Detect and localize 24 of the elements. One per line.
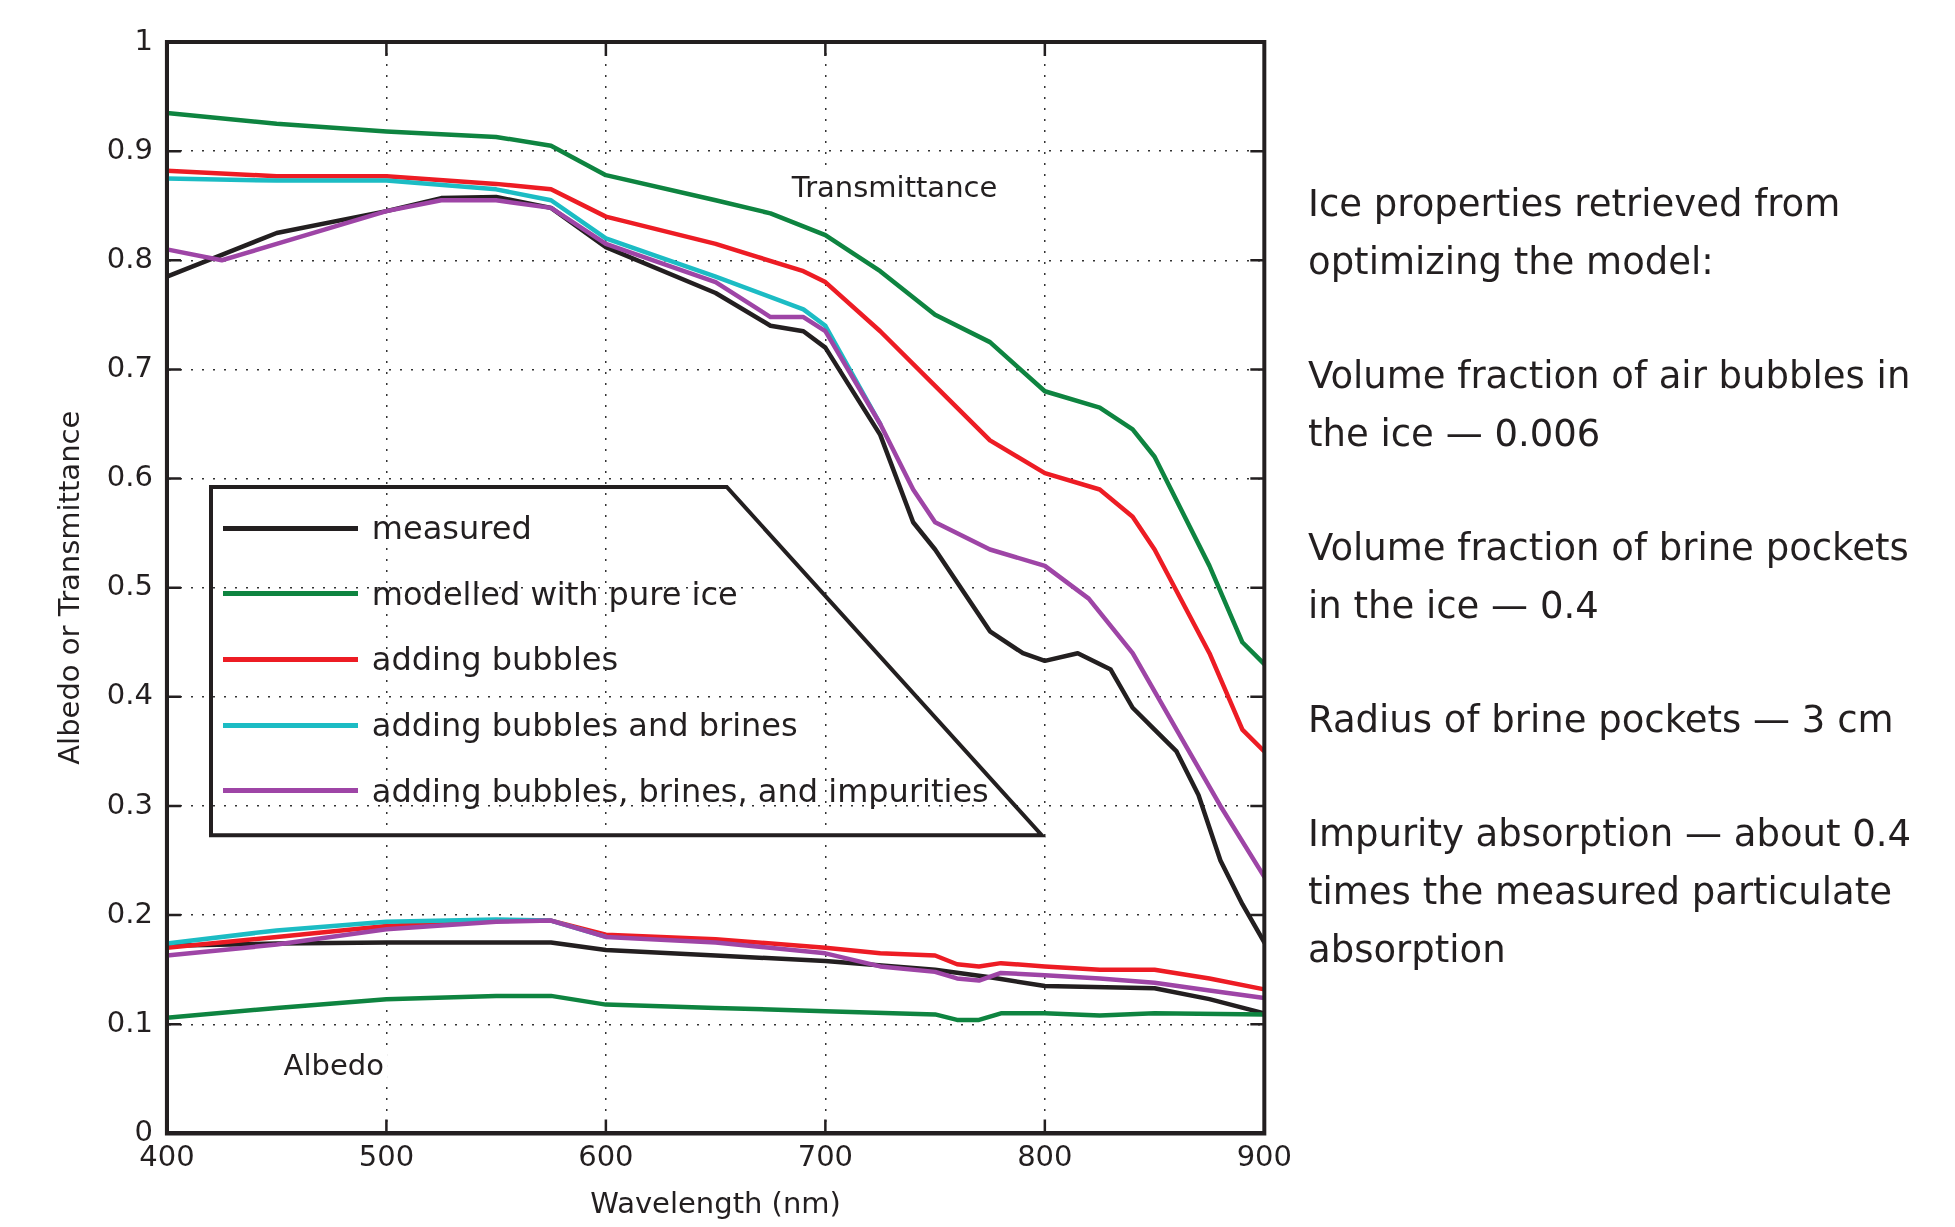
annotation: Transmittance [790,169,998,204]
text: Ice properties retrieved from optimizing the model: [1308,181,1842,285]
y-tick-label: 0.4 [106,677,153,712]
x-tick-label: 800 [1017,1139,1073,1174]
text: Volume fraction of air bubbles in the ice — 0.006 [1308,353,1912,457]
y-tick-label: 0.7 [106,349,153,384]
x-tick-label: 600 [578,1139,634,1174]
y-tick-label: 1 [134,22,153,57]
y-tick-label: 0.6 [106,459,153,494]
y-tick-label: 0.8 [106,240,153,275]
x-tick-label: 900 [1236,1139,1292,1174]
y-tick-label: 0.9 [106,131,153,166]
y-tick-label: 0.1 [106,1004,153,1039]
y-tick-label: 0.3 [106,786,153,821]
y-tick-label: 0.5 [106,568,153,603]
text: Volume fraction of brine pockets in the ice — 0.4 [1308,525,1910,629]
x-tick-label: 500 [358,1139,415,1174]
x-axis-title: Wavelength (nm) [590,1186,841,1221]
y-tick-label: 0.2 [106,895,153,930]
text: Impurity absorption — about 0.4 times the measured particulate absorption [1308,811,1913,973]
text: Radius of brine pockets — 3 cm [1308,697,1895,743]
y-axis-title: Albedo or Transmittance [51,410,86,765]
annotation: Albedo [283,1048,384,1083]
x-tick-label: 700 [797,1139,854,1174]
